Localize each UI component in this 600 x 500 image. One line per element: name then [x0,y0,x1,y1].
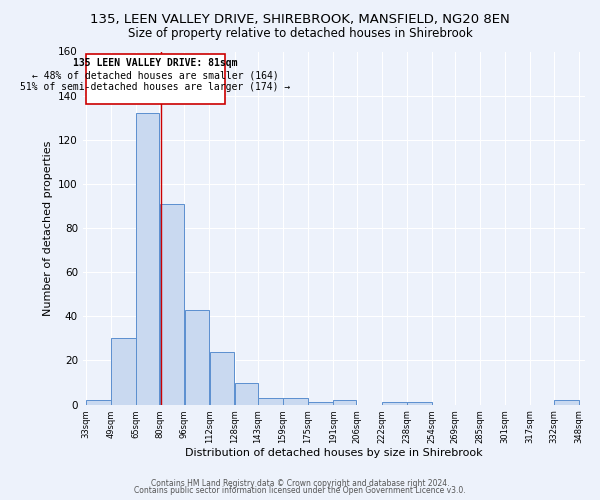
Bar [185,310,209,404]
Bar [136,114,160,405]
Bar [407,402,431,404]
Text: Size of property relative to detached houses in Shirebrook: Size of property relative to detached ho… [128,28,472,40]
Bar [209,352,235,405]
Text: Contains public sector information licensed under the Open Government Licence v3: Contains public sector information licen… [134,486,466,495]
Bar [235,382,258,404]
X-axis label: Distribution of detached houses by size in Shirebrook: Distribution of detached houses by size … [185,448,482,458]
FancyBboxPatch shape [86,54,225,104]
Text: 135 LEEN VALLEY DRIVE: 81sqm: 135 LEEN VALLEY DRIVE: 81sqm [73,58,238,68]
Bar [86,400,111,404]
Bar [160,204,184,404]
Bar [333,400,356,404]
Y-axis label: Number of detached properties: Number of detached properties [43,140,53,316]
Text: ← 48% of detached houses are smaller (164): ← 48% of detached houses are smaller (16… [32,70,279,81]
Bar [554,400,578,404]
Bar [283,398,308,404]
Bar [258,398,283,404]
Bar [308,402,333,404]
Text: 135, LEEN VALLEY DRIVE, SHIREBROOK, MANSFIELD, NG20 8EN: 135, LEEN VALLEY DRIVE, SHIREBROOK, MANS… [90,12,510,26]
Bar [111,338,136,404]
Bar [382,402,407,404]
Text: Contains HM Land Registry data © Crown copyright and database right 2024.: Contains HM Land Registry data © Crown c… [151,478,449,488]
Text: 51% of semi-detached houses are larger (174) →: 51% of semi-detached houses are larger (… [20,82,290,92]
